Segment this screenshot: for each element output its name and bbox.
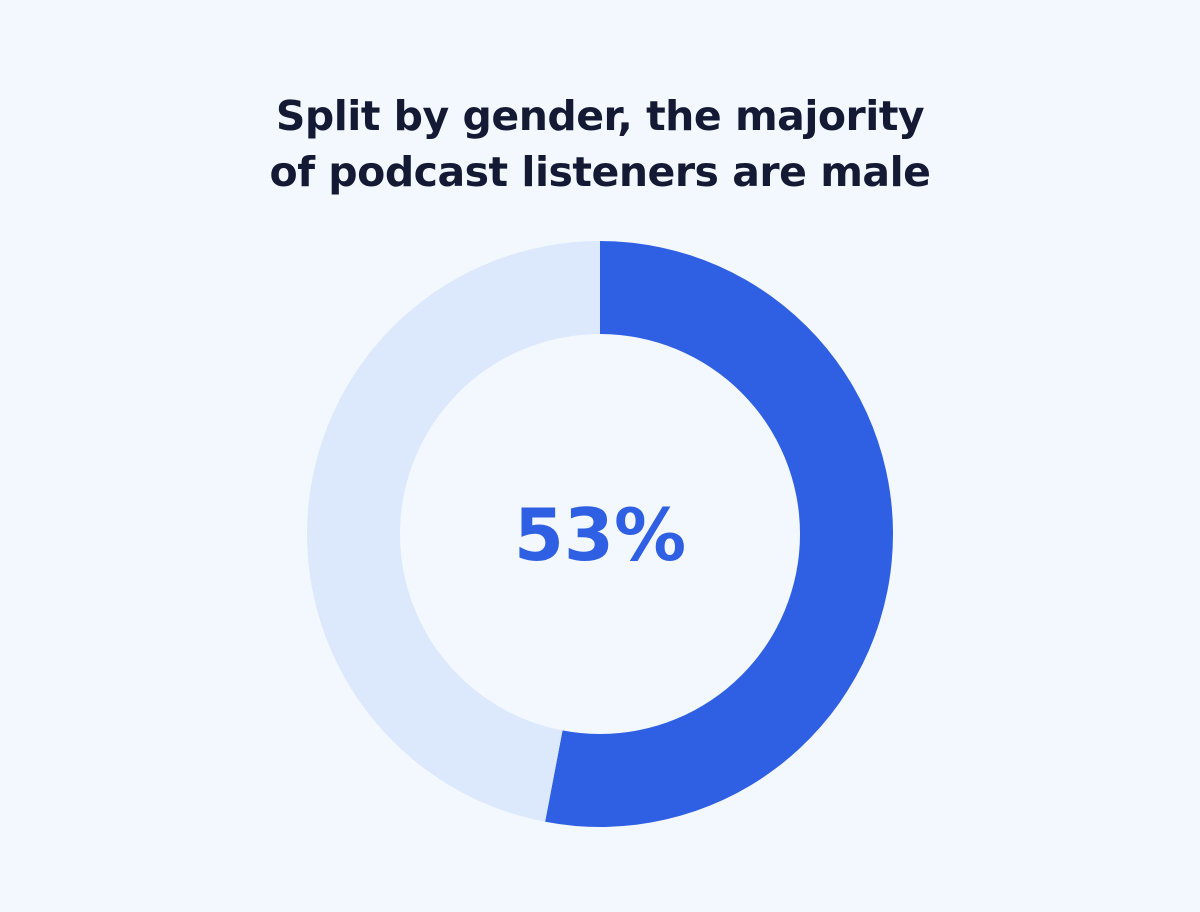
donut-hole (400, 334, 800, 734)
chart-title-line-1: Split by gender, the majority (275, 92, 925, 140)
center-percent-label: 53% (514, 493, 686, 577)
chart-title: Split by gender, the majority of podcast… (0, 88, 1200, 200)
chart-title-line-2: of podcast listeners are male (269, 148, 931, 196)
